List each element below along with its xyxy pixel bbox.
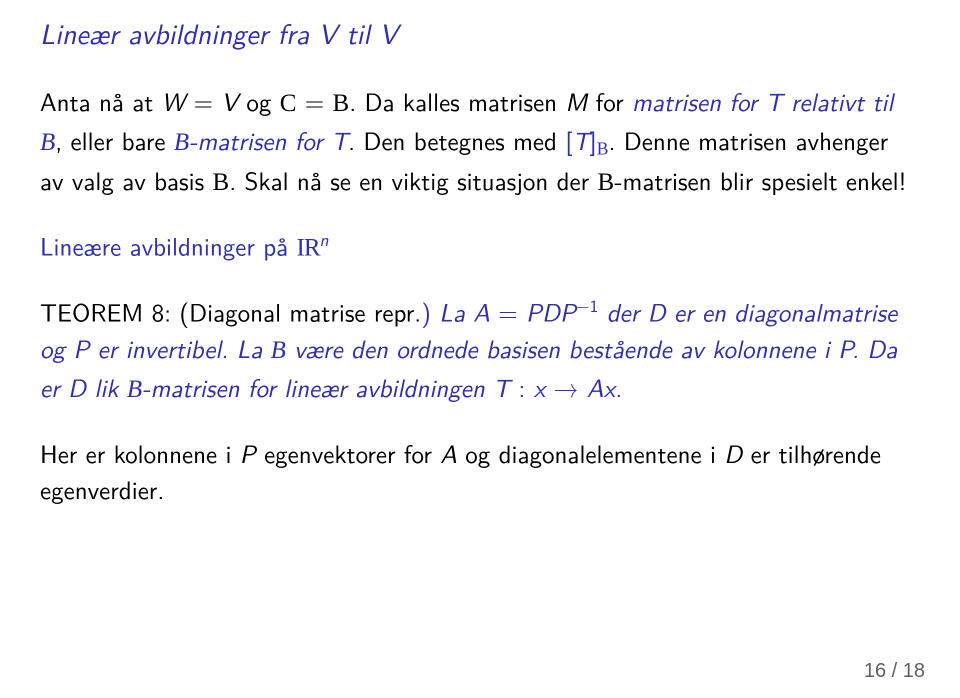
sup-n: n: [320, 227, 329, 252]
bracket: [: [565, 121, 572, 158]
remark-paragraph: Her er kolonnene i P egenvektorer for A …: [40, 435, 920, 508]
var-T: T: [573, 121, 590, 158]
page-number: 16 / 18: [864, 660, 925, 683]
cal-B: B: [213, 169, 230, 196]
var-Ax: Ax: [587, 368, 615, 405]
emph-text: -matrisen for lineær avbildningen T: [142, 368, 510, 405]
var-P: P: [240, 434, 256, 471]
text: , eller bare: [55, 121, 174, 158]
subheading: Lineære avbildninger på IRn: [40, 227, 920, 267]
emph-text: matrisen for T relativt til: [632, 82, 894, 119]
text: =: [296, 82, 332, 119]
cal-B: B: [40, 129, 55, 156]
var-V: V: [221, 82, 238, 119]
text: Her er kolonnene i: [40, 434, 240, 471]
text: =: [185, 82, 221, 119]
cal-B: B: [598, 169, 615, 196]
text: . Da kalles matrisen: [349, 82, 565, 119]
text: og diagonalelementene i: [457, 434, 724, 471]
var-x: x: [534, 368, 546, 405]
var-PDP: PDP: [526, 293, 576, 330]
eq: =: [490, 293, 526, 330]
sup-neg1: −1: [576, 293, 598, 318]
var-A: A: [440, 434, 457, 471]
page-title: Lineær avbildninger fra V til V: [40, 12, 920, 53]
period: .: [615, 368, 622, 405]
text: egenvektorer for: [256, 434, 440, 471]
sub-B: B: [597, 139, 609, 159]
text: . Den betegnes med: [348, 121, 565, 158]
cal-B: B: [271, 337, 286, 364]
colon: :: [510, 368, 534, 405]
emph-text: La A: [431, 293, 490, 330]
var-M: M: [565, 82, 587, 119]
cal-C: C: [280, 90, 297, 117]
intro-paragraph: Anta nå at W = V og C = B. Da kalles mat…: [40, 83, 920, 201]
emph-text: være den ordnede basisen bestående av ko…: [286, 329, 859, 366]
cal-B: B: [333, 90, 350, 117]
text: -matrisen blir spesielt enkel!: [614, 161, 906, 198]
text: . Skal nå se en viktig situasjon der: [229, 161, 597, 198]
var-W: W: [162, 82, 186, 119]
emph-text: -matrisen for T: [189, 121, 348, 158]
text: for: [587, 82, 632, 119]
text: Anta nå at: [40, 82, 162, 119]
var-D: D: [724, 434, 742, 471]
text: og: [238, 82, 280, 119]
text: Lineære avbildninger på: [40, 227, 297, 264]
cal-B: B: [127, 376, 142, 403]
theorem-label: TEOREM 8: (Diagonal matrise repr.: [40, 293, 421, 330]
real-symbol: IR: [297, 235, 320, 262]
bracket: ]: [590, 121, 597, 158]
arrow-icon: →: [545, 368, 587, 405]
paren: ): [421, 293, 431, 330]
theorem-paragraph: TEOREM 8: (Diagonal matrise repr.) La A …: [40, 293, 920, 408]
slide-page: Lineær avbildninger fra V til V Anta nå …: [0, 0, 960, 698]
cal-B: B: [174, 129, 189, 156]
